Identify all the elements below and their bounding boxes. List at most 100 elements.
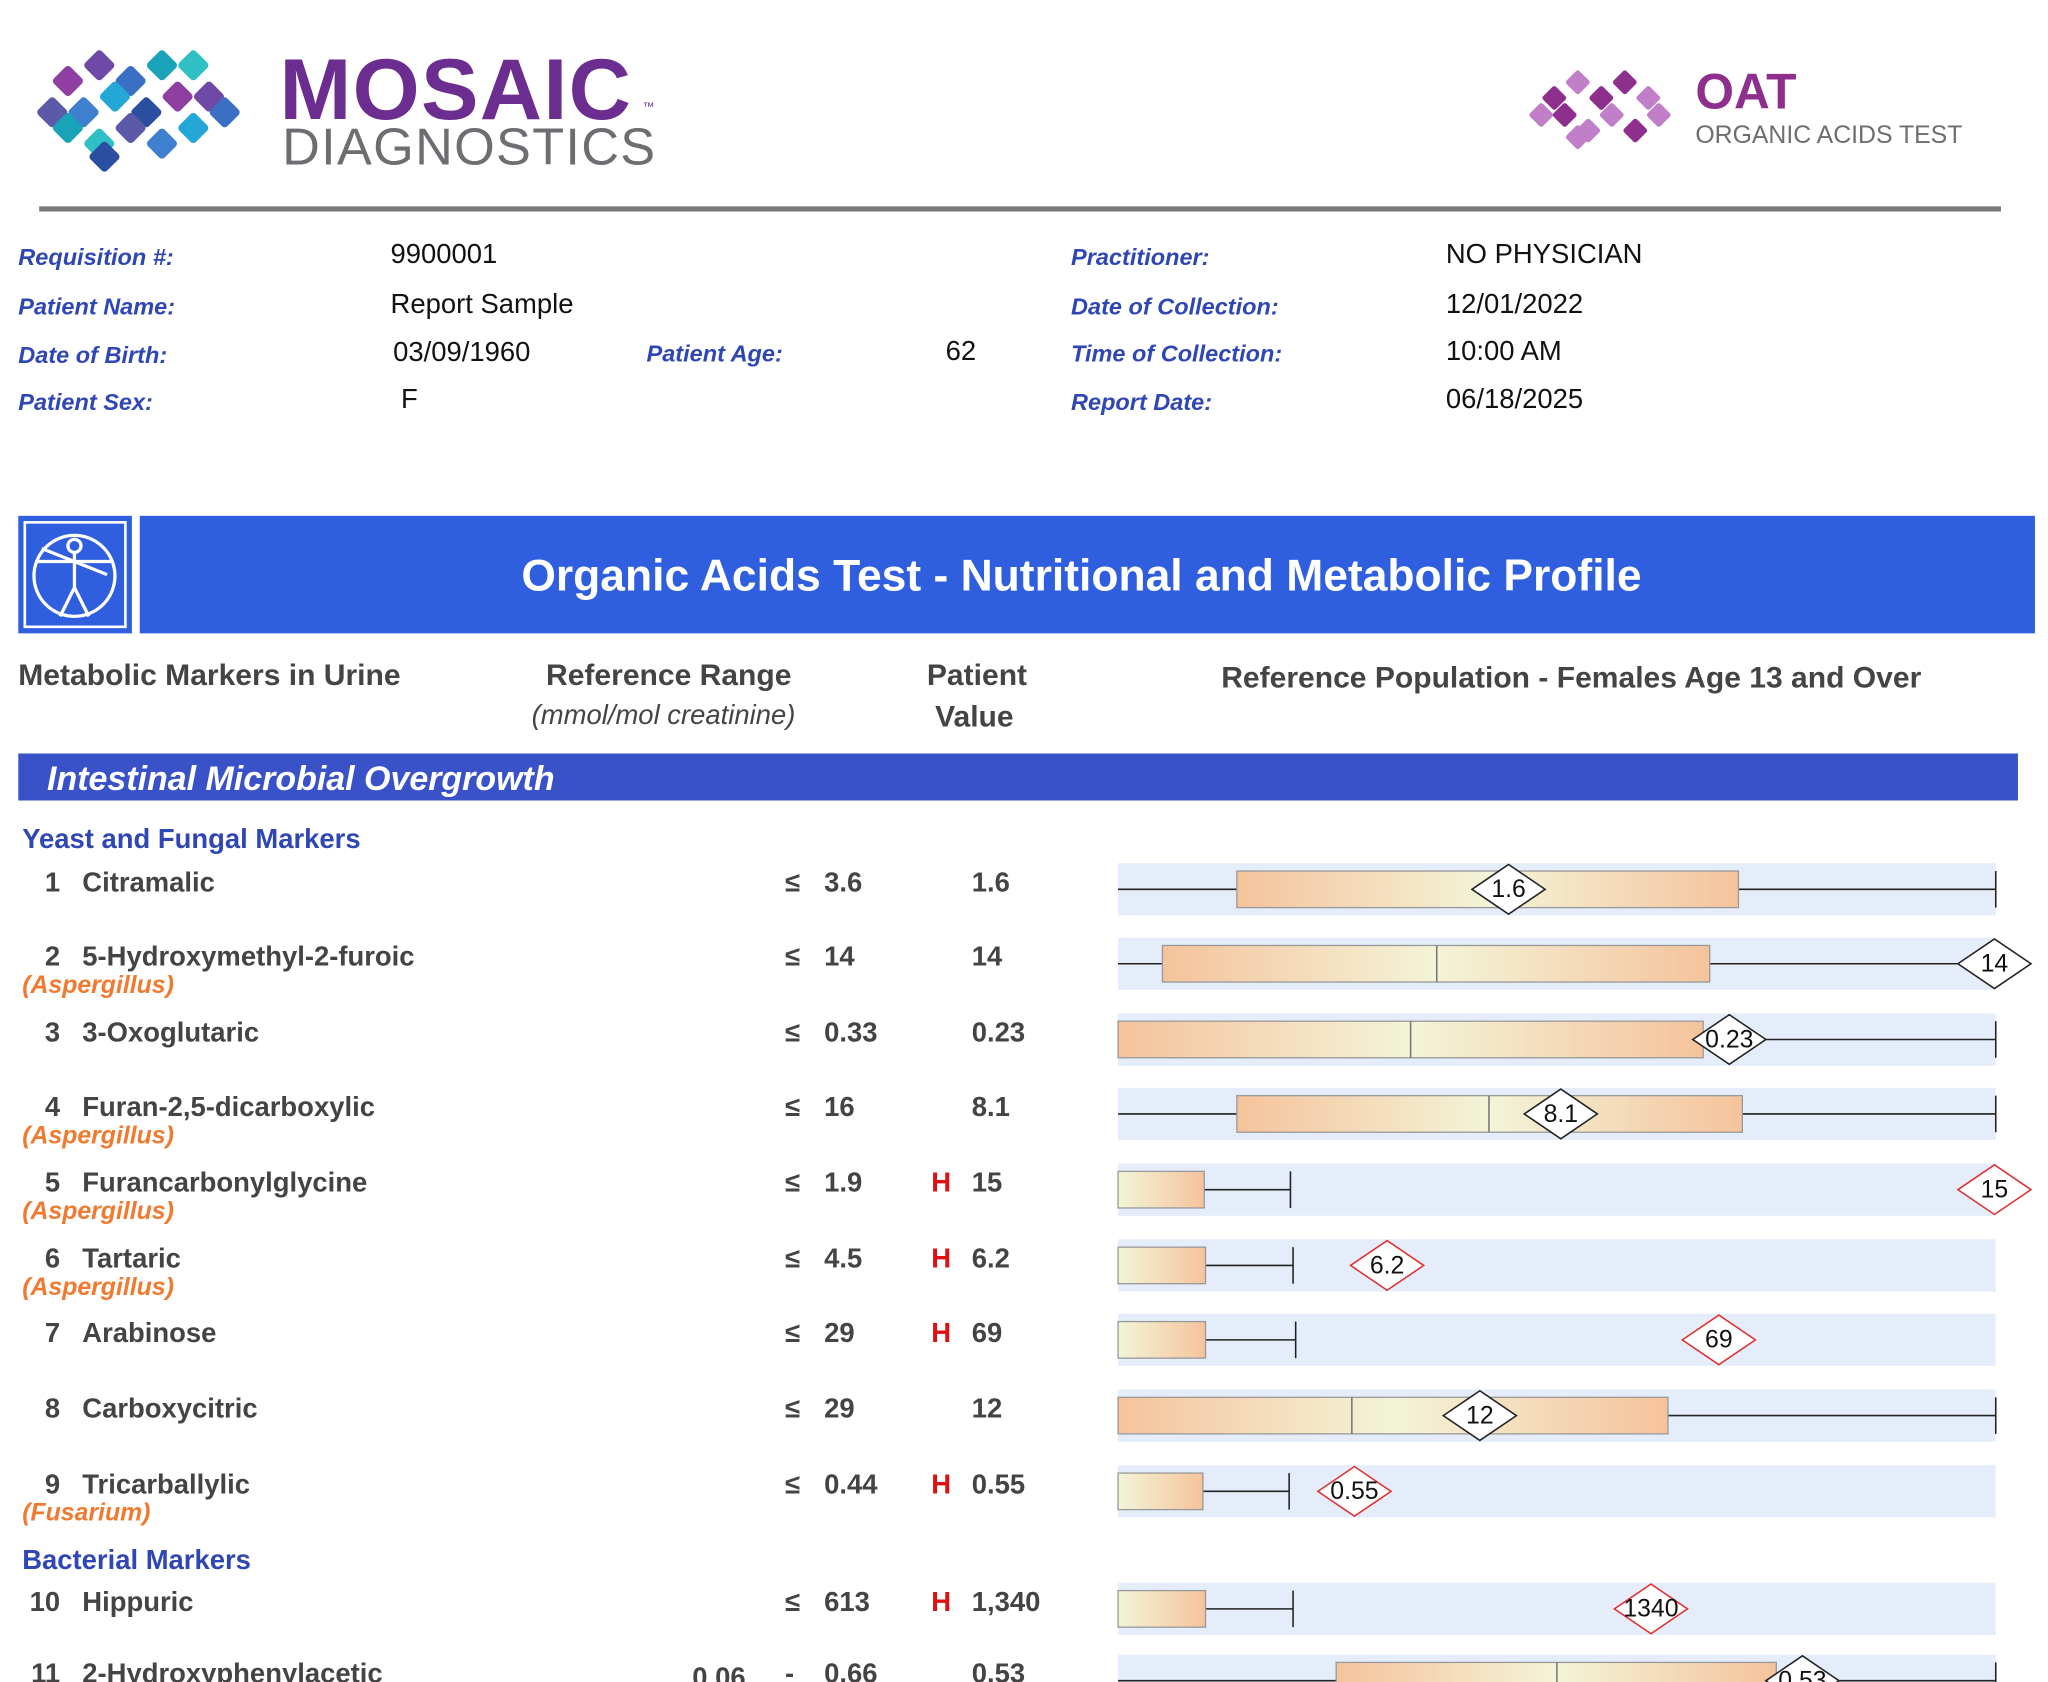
range-high: 613	[824, 1587, 870, 1618]
patient-value: 0.23	[971, 1017, 1026, 1048]
range-high: 16	[824, 1092, 855, 1123]
value-diamond-label: 1.6	[1491, 876, 1525, 903]
banner	[139, 515, 2035, 634]
logo-diamond	[52, 112, 83, 143]
patient-value: 6.2	[971, 1243, 1010, 1274]
value-diamond-label: 14	[1981, 951, 2009, 978]
range-operator: ≤	[784, 1469, 801, 1500]
high-flag: H	[931, 1243, 952, 1274]
range-operator: ≤	[784, 1168, 801, 1199]
logo-sub: DIAGNOSTICS	[282, 118, 657, 177]
box	[1117, 1246, 1207, 1285]
field-label: Time of Collection:	[1071, 340, 1283, 367]
column-header: (mmol/mol creatinine)	[531, 700, 796, 731]
patient-value: 1,340	[971, 1587, 1041, 1618]
high-flag: H	[931, 1587, 952, 1618]
value-diamond	[1612, 1583, 1689, 1635]
field-value: 10:00 AM	[1445, 336, 1562, 367]
logo-diamond	[1529, 103, 1554, 127]
marker-name: 2-Hydroxyphenylacetic	[82, 1659, 383, 1682]
range-low: 0.06	[692, 1663, 746, 1682]
range-high: 14	[824, 942, 855, 973]
row-number: 7	[44, 1318, 61, 1349]
field-label: Practitioner:	[1071, 244, 1210, 271]
range-high: 4.5	[824, 1243, 863, 1274]
patient-value: 15	[971, 1168, 1003, 1199]
logo-diamond	[1623, 118, 1648, 143]
value-diamond-label: 15	[1981, 1177, 2009, 1204]
oat-logo-mark	[1529, 70, 1671, 149]
logo-diamond	[162, 81, 193, 112]
value-diamond-label: 0.23	[1705, 1026, 1753, 1053]
value-diamond-label: 69	[1705, 1327, 1733, 1354]
range-operator: ≤	[784, 1587, 801, 1618]
row-number: 10	[29, 1587, 61, 1618]
logo-diamond	[52, 65, 83, 96]
value-diamond	[1956, 937, 2033, 990]
field-label: Date of Collection:	[1071, 293, 1279, 320]
row-number: 8	[44, 1394, 61, 1425]
high-flag: H	[931, 1318, 952, 1349]
value-diamond-label: 8.1	[1544, 1101, 1578, 1128]
marker-name: Carboxycitric	[82, 1394, 258, 1425]
column-header: Value	[935, 699, 1014, 734]
marker-name: Furan-2,5-dicarboxylic	[82, 1092, 375, 1123]
marker-name: Tartaric	[82, 1243, 181, 1274]
range-operator: ≤	[784, 1092, 801, 1123]
organism: (Aspergillus)	[22, 1198, 174, 1226]
mosaic-logo-mark	[37, 50, 240, 172]
section-bar	[18, 753, 2018, 801]
field-value: NO PHYSICIAN	[1445, 239, 1643, 270]
logo-diamond	[89, 141, 120, 172]
banner-title: Organic Acids Test - Nutritional and Met…	[521, 551, 1642, 601]
range-operator: ≤	[784, 1017, 801, 1048]
patient-value: 69	[971, 1318, 1003, 1349]
row-number: 11	[31, 1659, 61, 1682]
row-number: 3	[44, 1017, 61, 1048]
box	[1117, 1589, 1207, 1628]
logo-diamond	[1636, 86, 1661, 110]
logo-diamond	[1589, 86, 1614, 110]
row-number: 9	[44, 1469, 61, 1500]
field-value: 03/09/1960	[393, 337, 531, 368]
marker-name: Furancarbonylglycine	[82, 1168, 368, 1199]
patient-value: 8.1	[971, 1092, 1010, 1123]
field-label: Patient Name:	[18, 293, 176, 320]
field-value: 06/18/2025	[1445, 384, 1584, 415]
range-high: 1.9	[824, 1168, 863, 1199]
value-diamond	[1680, 1314, 1757, 1366]
section-title: Intestinal Microbial Overgrowth	[47, 758, 555, 798]
column-header: Reference Range	[546, 657, 792, 692]
box	[1117, 1472, 1204, 1511]
logo-tm: ™	[642, 99, 655, 113]
value-diamond	[1956, 1163, 2033, 1216]
logo-diamond	[178, 112, 209, 143]
logo-diamond	[1599, 103, 1624, 127]
logo-diamond	[146, 128, 177, 159]
field-value: Report Sample	[390, 289, 574, 320]
logo-diamond	[1646, 103, 1671, 127]
range-operator: ≤	[784, 867, 801, 898]
logo-diamond	[84, 50, 115, 81]
organism: (Aspergillus)	[22, 1273, 174, 1302]
range-high: 29	[824, 1318, 855, 1349]
column-header: Reference Population - Females Age 13 an…	[1221, 660, 1922, 695]
value-diamond	[1470, 863, 1547, 916]
patient-value: 1.6	[971, 867, 1010, 898]
value-diamond-label: 6.2	[1370, 1252, 1404, 1279]
row-number: 2	[44, 942, 61, 973]
field-value: F	[400, 384, 418, 415]
patient-value: 0.55	[971, 1469, 1026, 1500]
group-title: Bacterial Markers	[22, 1545, 251, 1576]
logo-diamond	[1542, 86, 1567, 110]
range-high: 3.6	[824, 867, 863, 898]
icon-frame	[23, 521, 127, 629]
value-diamond-label: 1340	[1623, 1596, 1678, 1623]
high-flag: H	[931, 1469, 952, 1500]
logo-diamond	[1612, 70, 1637, 95]
logo-name: MOSAIC	[279, 40, 633, 138]
logo-diamond	[115, 112, 146, 143]
marker-name: Hippuric	[82, 1587, 194, 1618]
